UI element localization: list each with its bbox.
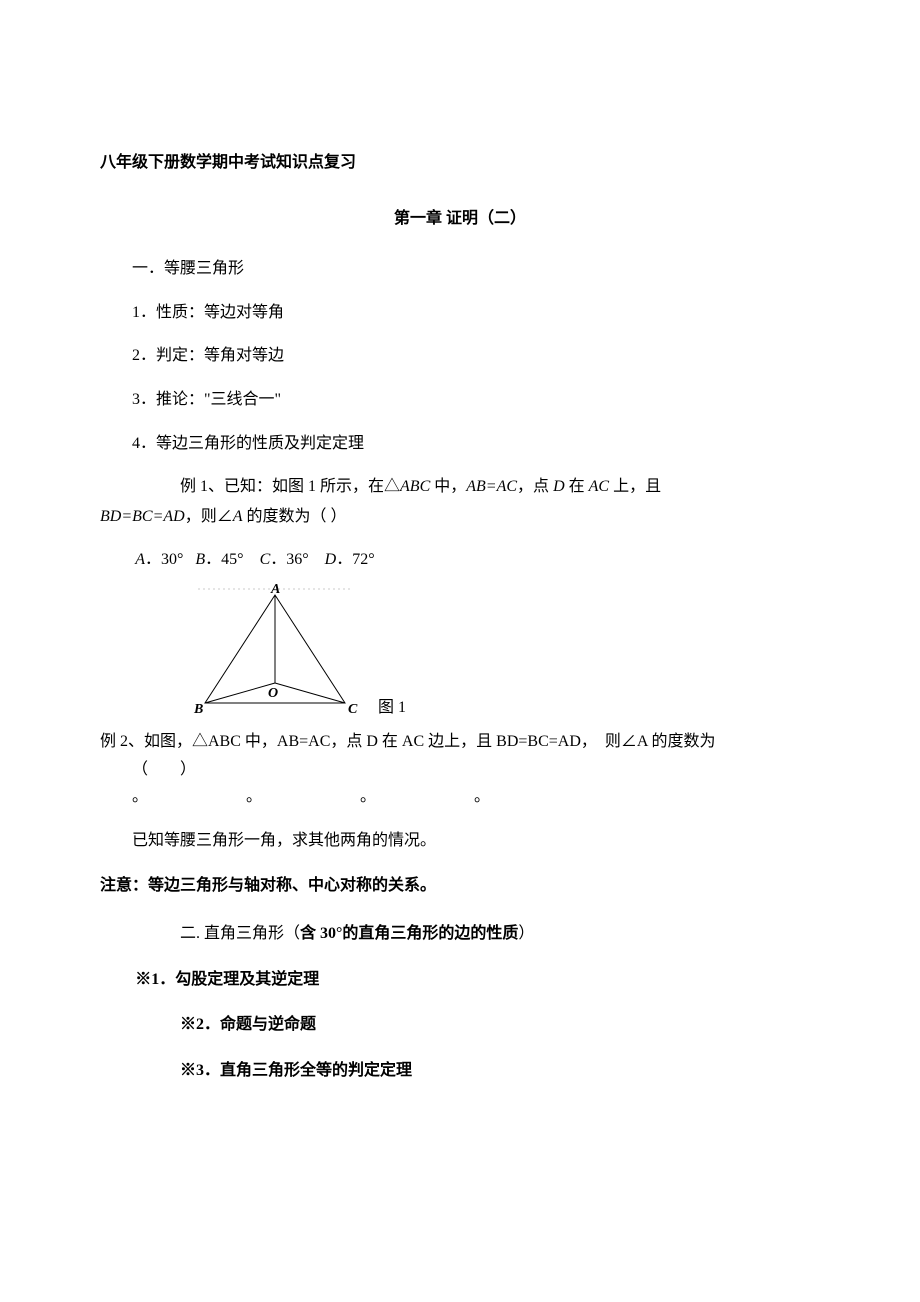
ex2-opt-4: 。 <box>474 784 584 810</box>
doc-title: 八年级下册数学期中考试知识点复习 <box>100 150 820 176</box>
section1-item-1: 1．性质：等边对等角 <box>100 300 820 326</box>
ex1-mid4: 上，且 <box>609 478 661 495</box>
section2-item-1: ※1．勾股定理及其逆定理 <box>100 967 820 993</box>
example2-block: 例 2、如图，△ABC 中，AB=AC，点 D 在 AC 边上，且 BD=BC=… <box>100 729 820 810</box>
figure1-row: A B C O 图 1 <box>180 583 820 723</box>
sec2-head-bold: 含 30°的直角三角形的边的性质 <box>300 925 518 942</box>
given-text: 已知等腰三角形一角，求其他两角的情况。 <box>100 828 820 854</box>
ex1-abc: ABC <box>400 478 430 495</box>
label-b: B <box>193 702 203 717</box>
label-a: A <box>270 583 280 597</box>
ex2-opt-3: 。 <box>360 784 470 810</box>
chapter-title: 第一章 证明（二） <box>100 206 820 232</box>
ex1-mid3: 在 <box>565 478 589 495</box>
ex1-mid1: 中， <box>430 478 466 495</box>
figure1-triangle: A B C O <box>180 583 370 723</box>
example1-line1: 例 1、已知：如图 1 所示，在△ABC 中，AB=AC，点 D 在 AC 上，… <box>100 474 820 500</box>
ex1-a: A <box>233 508 243 525</box>
example2-options: 。 。 。 。 <box>132 784 820 810</box>
ex1-abac: AB=AC <box>466 478 517 495</box>
section2-heading: 二. 直角三角形（含 30°的直角三角形的边的性质） <box>100 921 820 947</box>
choice-b-label: B <box>195 551 205 568</box>
choice-c-label: C <box>260 551 271 568</box>
choice-d: ．72° <box>336 551 374 568</box>
section2-item-2: ※2．命题与逆命题 <box>100 1012 820 1038</box>
ex1-l1-prefix: 例 1、已知：如图 1 所示，在△ <box>180 478 400 495</box>
ex1-bdbcad: BD=BC=AD <box>100 508 185 525</box>
label-o: O <box>268 686 278 701</box>
choice-d-label: D <box>325 551 337 568</box>
ex1-d: D <box>553 478 565 495</box>
section2-item-3: ※3．直角三角形全等的判定定理 <box>100 1058 820 1084</box>
ex1-l2-suffix: 的度数为（ ） <box>243 508 347 525</box>
note-text: 注意：等边三角形与轴对称、中心对称的关系。 <box>100 873 820 899</box>
example1-choices: A．30° B．45° C．36° D．72° <box>135 547 820 573</box>
section1-item-4: 4．等边三角形的性质及判定定理 <box>100 431 820 457</box>
choice-a: ．30° <box>145 551 183 568</box>
choice-b: ．45° <box>205 551 243 568</box>
section1-item-3: 3．推论："三线合一" <box>100 387 820 413</box>
figure1-label: 图 1 <box>378 695 406 721</box>
ex1-l2-mid: ，则∠ <box>185 508 233 525</box>
ex2-opt-1: 。 <box>132 784 242 810</box>
example2-line2: （ ） <box>132 757 820 783</box>
document-page: 八年级下册数学期中考试知识点复习 第一章 证明（二） 一．等腰三角形 1．性质：… <box>0 0 920 1183</box>
sec2-head-plain: 二. 直角三角形（ <box>180 925 300 942</box>
ex1-mid2: ，点 <box>517 478 553 495</box>
example1-line2: BD=BC=AD，则∠A 的度数为（ ） <box>100 504 820 530</box>
section1-heading: 一．等腰三角形 <box>100 256 820 282</box>
section1-item-2: 2．判定：等角对等边 <box>100 343 820 369</box>
ex2-opt-2: 。 <box>246 784 356 810</box>
sec2-head-close: ） <box>518 925 534 942</box>
ex1-ac: AC <box>589 478 609 495</box>
choice-c: ．36° <box>270 551 308 568</box>
label-c: C <box>348 702 358 717</box>
choice-a-label: A <box>135 551 145 568</box>
example2-line1: 例 2、如图，△ABC 中，AB=AC，点 D 在 AC 边上，且 BD=BC=… <box>100 729 820 755</box>
